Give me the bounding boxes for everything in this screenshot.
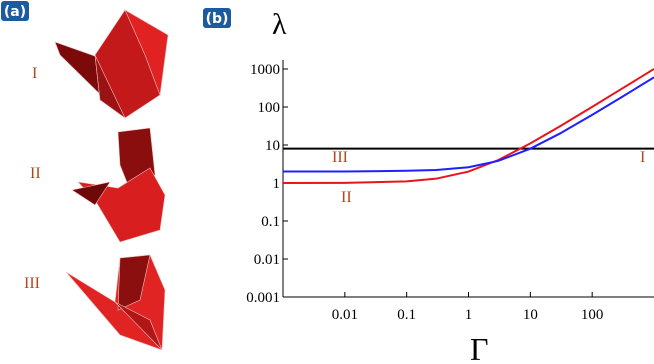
y-tick-label: 1 (273, 176, 281, 192)
x-tick-label: 1 (465, 307, 473, 323)
curve-label: II (341, 189, 352, 206)
y-tick-label: 1000 (250, 62, 280, 78)
x-tick-label: 0.1 (397, 307, 416, 323)
shape-label: III (24, 275, 40, 292)
panel-label: (a) (4, 4, 26, 20)
shape-label: I (32, 65, 37, 82)
panel-label: (b) (206, 11, 229, 27)
figure: I II III (a) (b) λ Γ 0.0010.010.11101001… (0, 0, 654, 364)
panel-a-shapes (55, 10, 168, 350)
panel-a-labels: I II III (24, 65, 41, 292)
y-tick-label: 0.1 (261, 214, 280, 230)
y-tick-label: 0.01 (254, 252, 280, 268)
y-tick-label: 0.001 (246, 290, 280, 306)
x-tick-label: 0.01 (332, 307, 358, 323)
x-axis-label: Γ (470, 331, 489, 364)
curve-label: I (640, 149, 645, 166)
y-tick-label: 100 (258, 100, 281, 116)
y-tick-label: 10 (265, 138, 280, 154)
y-axis-label: λ (272, 8, 287, 41)
x-tick-label: 100 (581, 307, 604, 323)
curve-label: III (332, 149, 348, 166)
x-tick-label: 10 (523, 307, 538, 323)
shape-label: II (30, 165, 41, 182)
